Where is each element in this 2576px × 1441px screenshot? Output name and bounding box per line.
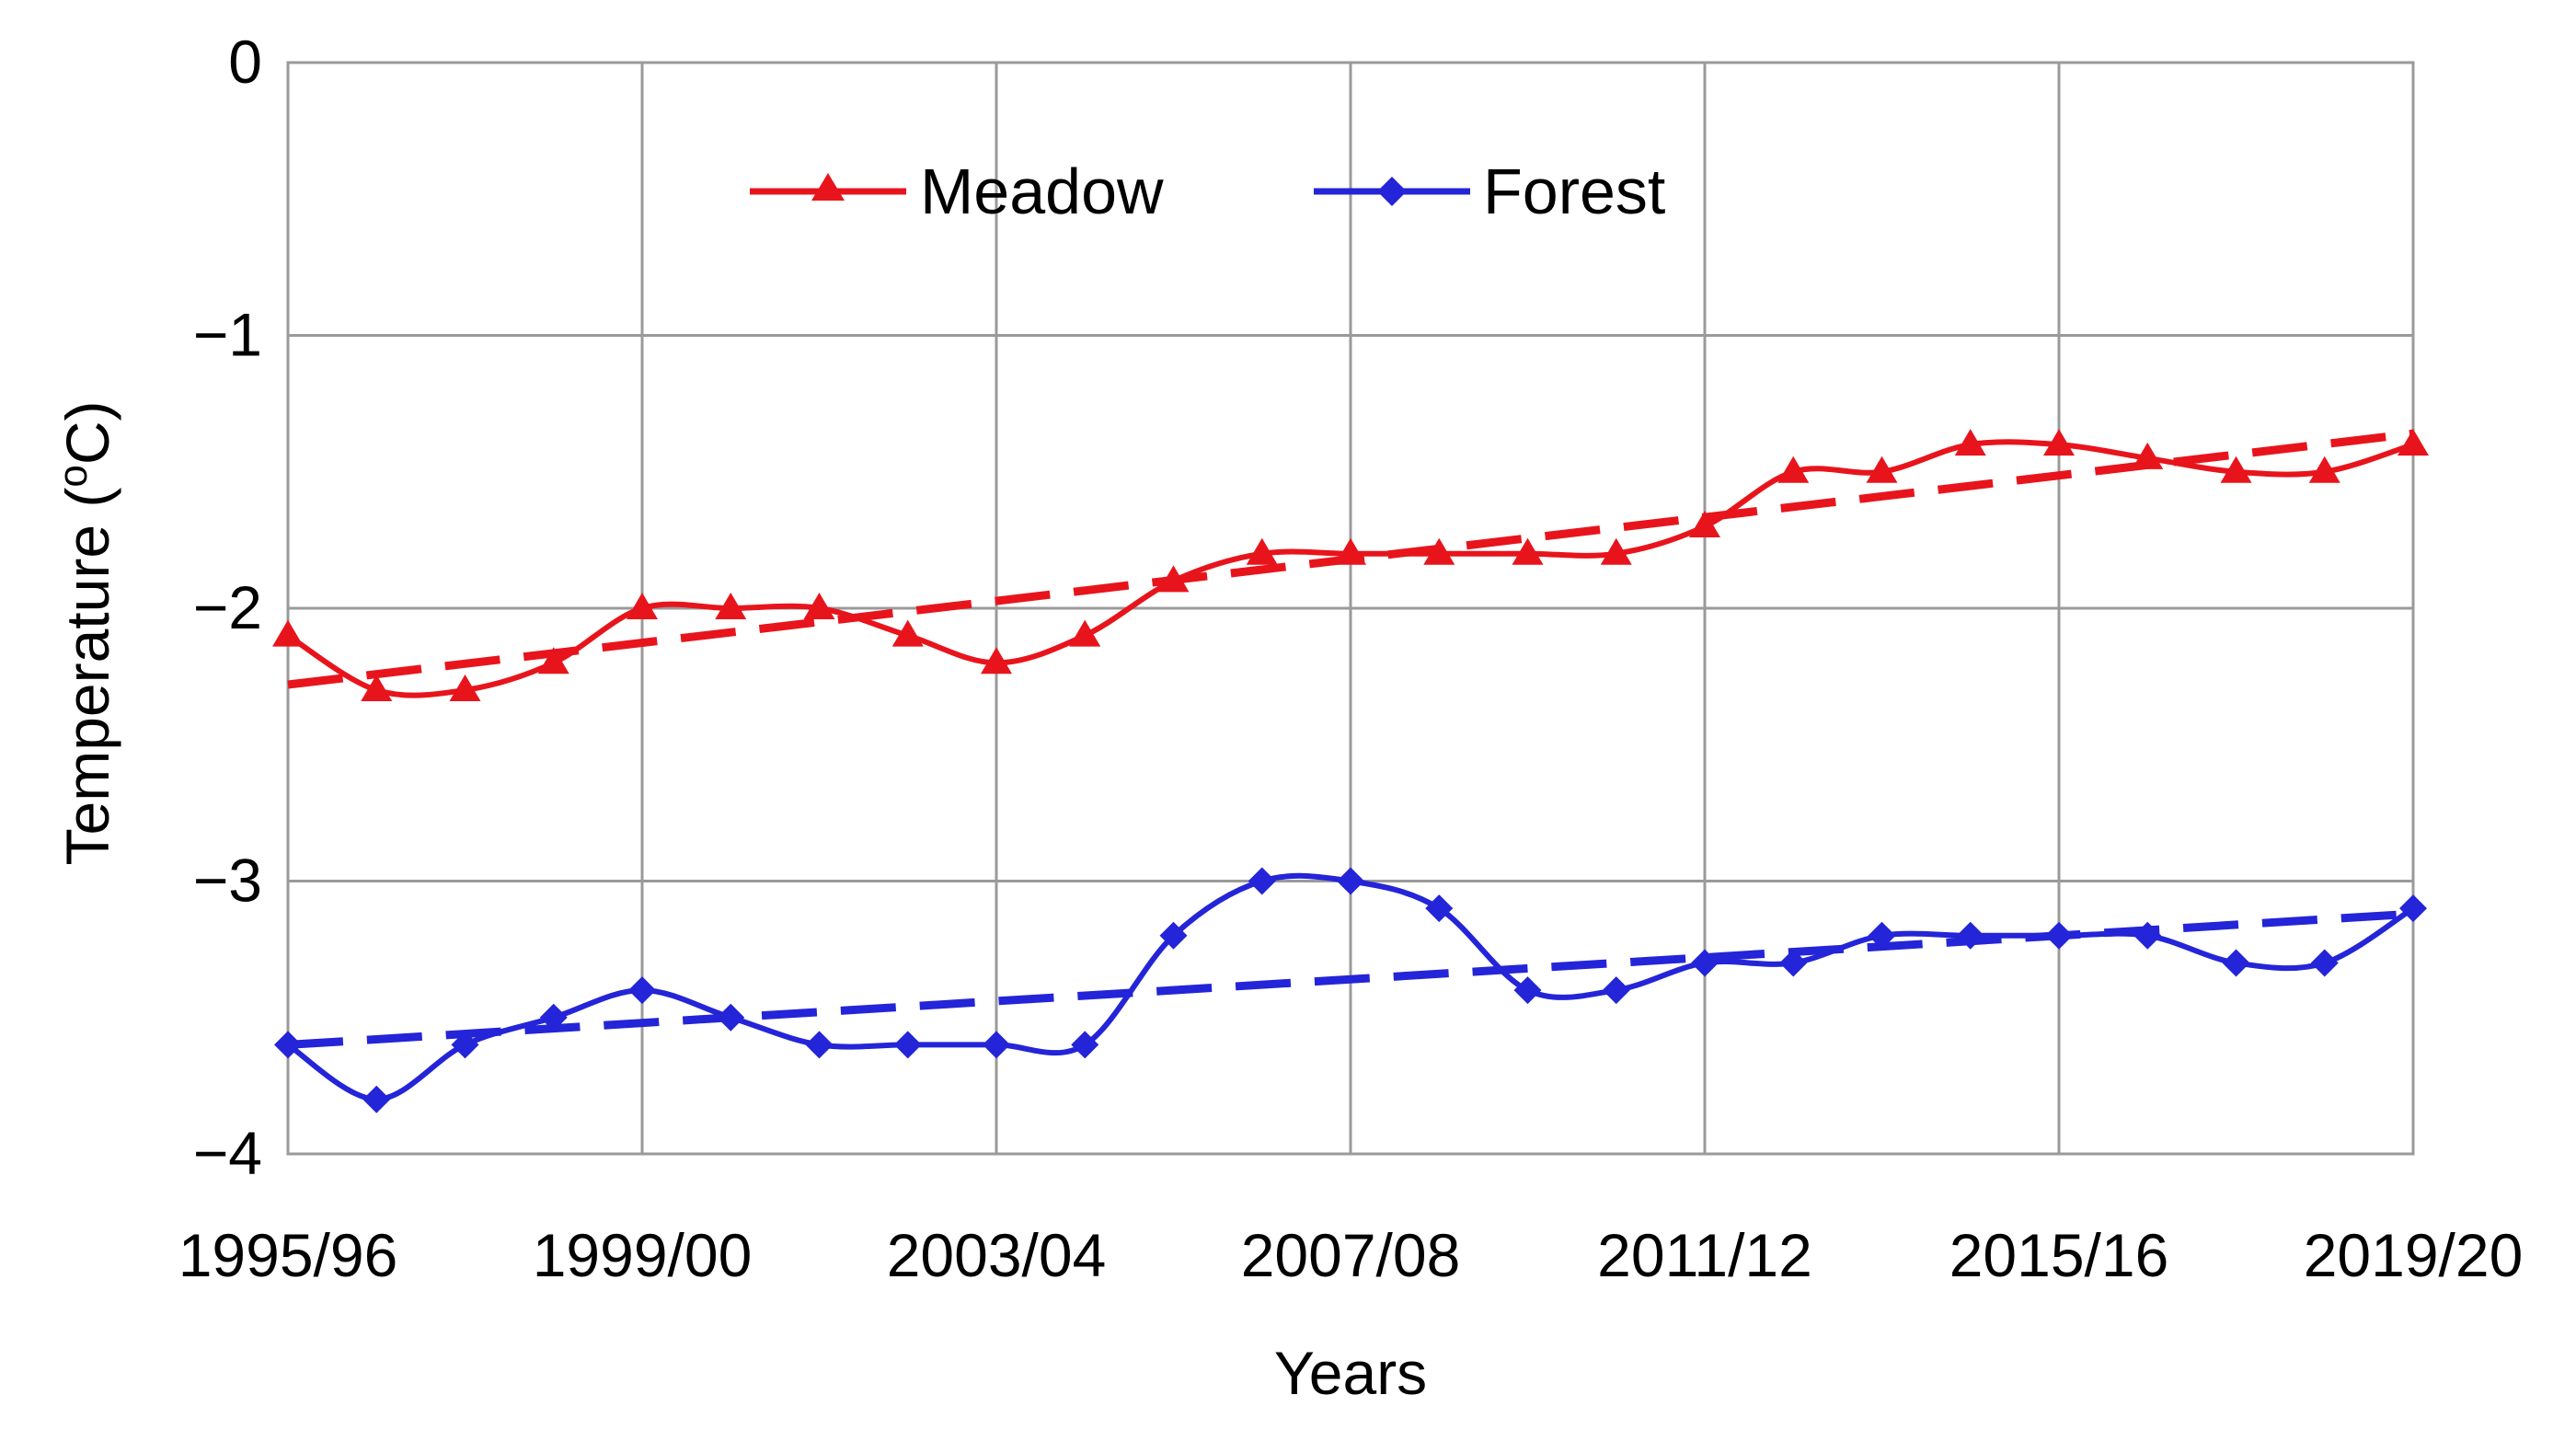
meadow-point-6 <box>803 593 835 619</box>
series-layer <box>272 429 2429 1113</box>
y-tick-label-0: 0 <box>228 28 262 96</box>
forest-point-19 <box>1956 921 1984 950</box>
forest-point-24 <box>2399 894 2427 923</box>
meadow-point-19 <box>1954 429 1986 456</box>
forest-point-2 <box>451 1031 479 1059</box>
y-axis-title-text: Temperature ( <box>53 488 121 866</box>
x-tick-label-4: 2011/12 <box>1597 1221 1812 1289</box>
meadow-point-16 <box>1689 511 1720 538</box>
meadow-point-14 <box>1512 537 1544 565</box>
meadow-point-7 <box>891 619 924 647</box>
series-meadow <box>272 429 2429 701</box>
y-axis-title-superscript: o <box>51 465 96 487</box>
y-axis-title-unit: C) <box>53 401 121 466</box>
x-tick-label-0: 1995/96 <box>178 1221 398 1289</box>
meadow-point-24 <box>2398 429 2429 456</box>
meadow-point-10 <box>1157 565 1190 593</box>
y-axis-ticks: 0 −1 −2 −3 −4 <box>193 28 262 1187</box>
meadow-point-17 <box>1777 455 1810 483</box>
legend-entry-meadow: Meadow <box>750 156 1164 227</box>
meadow-point-13 <box>1423 537 1455 565</box>
forest-point-13 <box>1425 894 1454 923</box>
meadow-point-0 <box>272 619 304 647</box>
forest-point-1 <box>362 1085 391 1113</box>
legend: Meadow Forest <box>750 156 1665 227</box>
meadow-point-21 <box>2132 442 2164 469</box>
y-axis-title: Temperature (oC) <box>51 401 122 866</box>
meadow-point-4 <box>627 593 658 619</box>
legend-forest-diamond-icon <box>1377 177 1407 206</box>
forest-point-9 <box>1071 1031 1099 1059</box>
forest-point-0 <box>274 1031 302 1059</box>
legend-entry-forest: Forest <box>1314 156 1665 227</box>
forest-point-10 <box>1159 921 1188 950</box>
plot-frame <box>286 61 2415 1156</box>
forest-point-18 <box>1868 921 1896 950</box>
meadow-point-20 <box>2043 429 2075 456</box>
x-axis-title: Years <box>1274 1339 1427 1407</box>
meadow-point-8 <box>981 647 1012 674</box>
forest-point-15 <box>1602 976 1630 1005</box>
forest-point-14 <box>1513 976 1542 1005</box>
forest-point-3 <box>539 1003 568 1032</box>
forest-point-6 <box>805 1031 834 1059</box>
meadow-point-11 <box>1246 537 1278 565</box>
meadow-point-5 <box>715 593 747 619</box>
x-tick-label-3: 2007/08 <box>1241 1221 1461 1289</box>
forest-point-12 <box>1337 867 1364 895</box>
x-tick-label-5: 2015/16 <box>1949 1221 2169 1289</box>
meadow-point-18 <box>1866 455 1898 483</box>
legend-forest-label: Forest <box>1483 156 1665 227</box>
meadow-point-2 <box>449 674 481 701</box>
y-tick-label-1: −1 <box>193 301 262 369</box>
meadow-point-15 <box>1600 537 1632 565</box>
legend-meadow-label: Meadow <box>920 156 1164 227</box>
forest-point-16 <box>1691 949 1719 977</box>
meadow-point-3 <box>537 647 569 674</box>
x-axis-ticks: 1995/96 1999/00 2003/04 2007/08 2011/12 2015/… <box>178 1221 2524 1289</box>
forest-point-22 <box>2222 949 2250 977</box>
forest-point-20 <box>2045 921 2073 950</box>
meadow-point-22 <box>2220 455 2252 483</box>
forest-point-11 <box>1248 867 1276 895</box>
x-tick-label-1: 1999/00 <box>533 1221 753 1289</box>
forest-point-4 <box>628 976 656 1005</box>
y-tick-label-2: −2 <box>193 573 262 641</box>
forest-point-17 <box>1779 949 1808 977</box>
forest-point-21 <box>2133 921 2162 950</box>
meadow-point-23 <box>2308 455 2340 483</box>
meadow-point-1 <box>361 674 393 701</box>
x-tick-label-6: 2019/20 <box>2304 1221 2524 1289</box>
meadow-point-9 <box>1069 619 1101 647</box>
meadow-point-12 <box>1335 537 1366 565</box>
forest-point-7 <box>893 1031 922 1059</box>
y-tick-label-4: −4 <box>193 1119 262 1187</box>
legend-meadow-triangle-icon <box>811 173 845 201</box>
forest-point-5 <box>717 1003 745 1032</box>
grid-lines <box>286 61 2415 1156</box>
x-tick-label-2: 2003/04 <box>887 1221 1107 1289</box>
series-forest <box>274 867 2427 1113</box>
forest-point-8 <box>983 1031 1010 1059</box>
y-tick-label-3: −3 <box>193 847 262 915</box>
forest-point-23 <box>2310 949 2339 977</box>
